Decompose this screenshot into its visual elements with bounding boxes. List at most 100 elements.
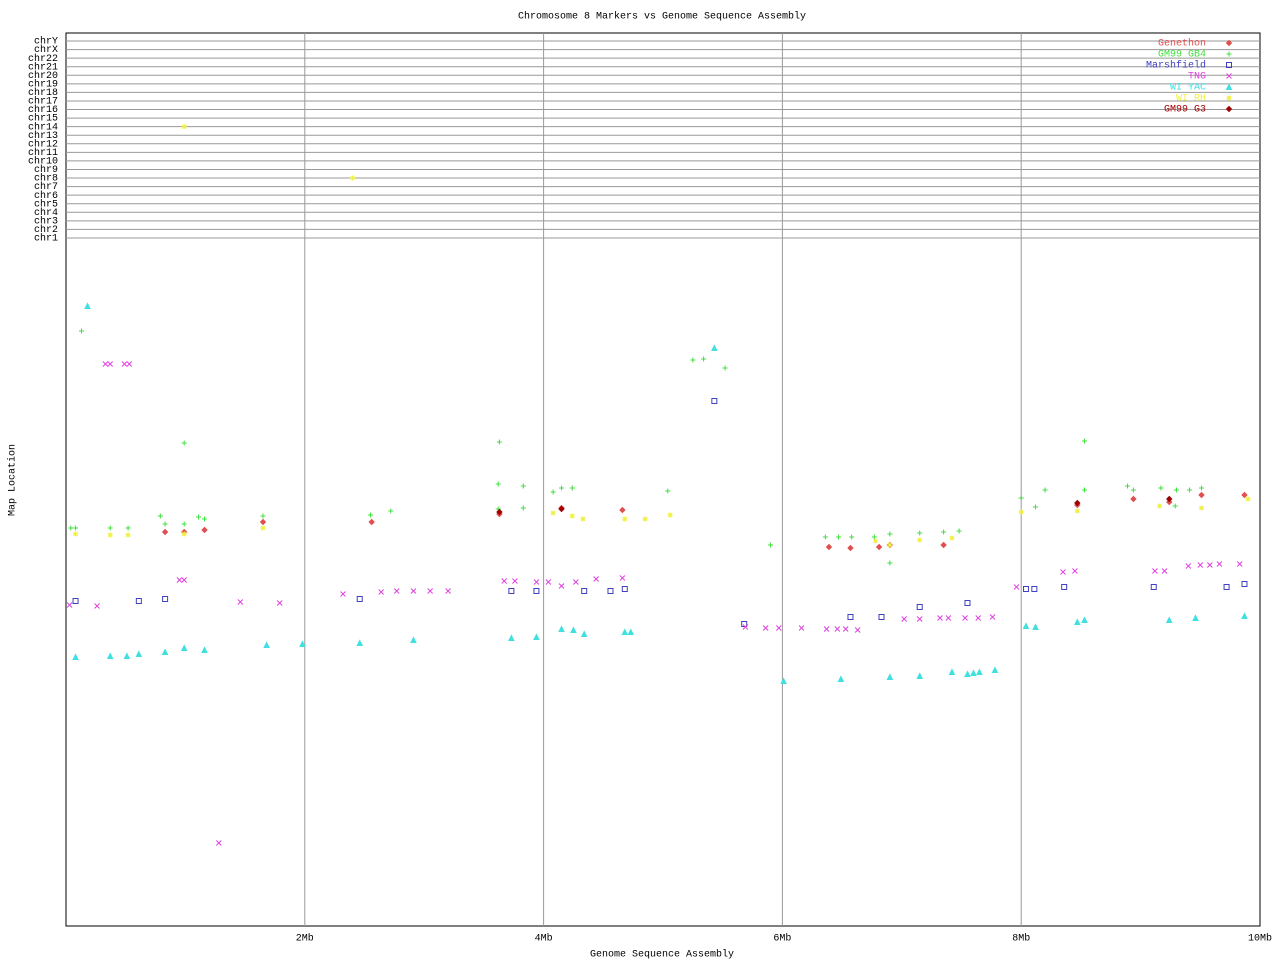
- data-point: [1152, 568, 1158, 574]
- data-point: [533, 633, 540, 640]
- data-point: [886, 673, 894, 680]
- data-point: [701, 356, 707, 362]
- data-point: [126, 361, 133, 367]
- data-point: [775, 625, 782, 631]
- y-category-label: chrY: [34, 36, 58, 48]
- data-point: [508, 588, 515, 594]
- data-point: [1072, 568, 1078, 574]
- data-point: [445, 588, 451, 594]
- data-point: [66, 602, 73, 608]
- data-point: [569, 485, 575, 491]
- data-point: [1130, 495, 1137, 503]
- data-point: [1061, 584, 1068, 590]
- y-category-label: chr22: [28, 53, 58, 65]
- data-point: [520, 505, 526, 511]
- data-point: [496, 508, 503, 516]
- data-point: [161, 648, 169, 655]
- data-point: [917, 530, 923, 536]
- data-point: [157, 513, 163, 519]
- data-point: [767, 542, 773, 548]
- y-category-label: chr12: [28, 138, 58, 150]
- data-point: [558, 583, 565, 589]
- data-point: [940, 541, 947, 549]
- y-category-label: chr5: [34, 198, 58, 210]
- data-point: [1158, 485, 1164, 491]
- y-category-label: chr3: [34, 216, 58, 228]
- data-point: [202, 516, 208, 522]
- data-point: [123, 652, 131, 659]
- chart-title: Chromosome 8 Markers vs Genome Sequence …: [518, 11, 806, 23]
- data-point: [559, 485, 565, 491]
- data-point: [1185, 563, 1192, 569]
- data-point: [378, 589, 385, 595]
- y-category-label: chr4: [34, 207, 58, 219]
- x-tick-label: 4Mb: [535, 933, 553, 945]
- y-category-label: chr17: [28, 96, 58, 108]
- data-point: [102, 361, 109, 367]
- data-point: [550, 489, 556, 495]
- data-point: [622, 516, 628, 522]
- data-point: [162, 596, 169, 602]
- data-point: [558, 505, 565, 513]
- data-point: [427, 588, 434, 594]
- data-point: [607, 588, 614, 594]
- data-point: [1150, 584, 1157, 590]
- data-point: [558, 625, 565, 632]
- legend-marker: [1225, 39, 1233, 47]
- data-point: [350, 175, 356, 181]
- x-tick-label: 6Mb: [773, 933, 791, 945]
- data-point: [665, 488, 671, 494]
- data-point: [569, 513, 575, 519]
- data-point: [1245, 496, 1251, 502]
- data-point: [276, 600, 283, 606]
- data-point: [73, 531, 79, 537]
- data-point: [72, 598, 79, 604]
- data-point: [215, 840, 222, 846]
- y-category-label: chr14: [28, 121, 58, 133]
- data-point: [260, 525, 266, 531]
- y-category-label: chr13: [28, 130, 58, 142]
- legend-label: TNG: [1188, 72, 1206, 83]
- data-point: [916, 672, 924, 679]
- data-point: [356, 596, 363, 602]
- legend-label: Marshfield: [1146, 60, 1206, 72]
- data-point: [68, 525, 74, 531]
- data-point: [780, 677, 787, 684]
- y-category-label: chr15: [28, 113, 58, 125]
- data-point: [916, 616, 923, 622]
- data-point: [1206, 562, 1213, 568]
- data-point: [495, 481, 501, 487]
- data-point: [107, 525, 113, 531]
- data-point: [550, 510, 556, 516]
- data-point: [181, 577, 188, 583]
- data-point: [135, 598, 142, 604]
- data-point: [388, 508, 394, 514]
- data-point: [1198, 491, 1205, 499]
- data-point: [937, 615, 943, 621]
- data-point: [627, 628, 635, 635]
- data-point: [181, 124, 187, 130]
- data-point: [854, 627, 861, 633]
- data-point: [822, 534, 828, 540]
- data-point: [84, 302, 91, 309]
- y-category-label: chr1: [34, 233, 58, 245]
- data-point: [741, 621, 748, 627]
- data-point: [1197, 562, 1204, 568]
- data-point: [580, 630, 588, 637]
- data-point: [1161, 568, 1168, 574]
- data-point: [125, 532, 131, 538]
- data-point: [533, 588, 540, 594]
- y-category-label: chr10: [28, 156, 58, 168]
- data-point: [1130, 487, 1136, 493]
- data-point: [621, 628, 629, 635]
- data-point: [711, 398, 718, 404]
- data-point: [520, 483, 526, 489]
- data-point: [642, 516, 648, 522]
- data-point: [1192, 614, 1199, 621]
- data-point: [180, 644, 188, 651]
- data-point: [871, 534, 877, 540]
- y-category-label: chr20: [28, 70, 58, 82]
- data-point: [1187, 487, 1193, 493]
- data-point: [975, 615, 982, 621]
